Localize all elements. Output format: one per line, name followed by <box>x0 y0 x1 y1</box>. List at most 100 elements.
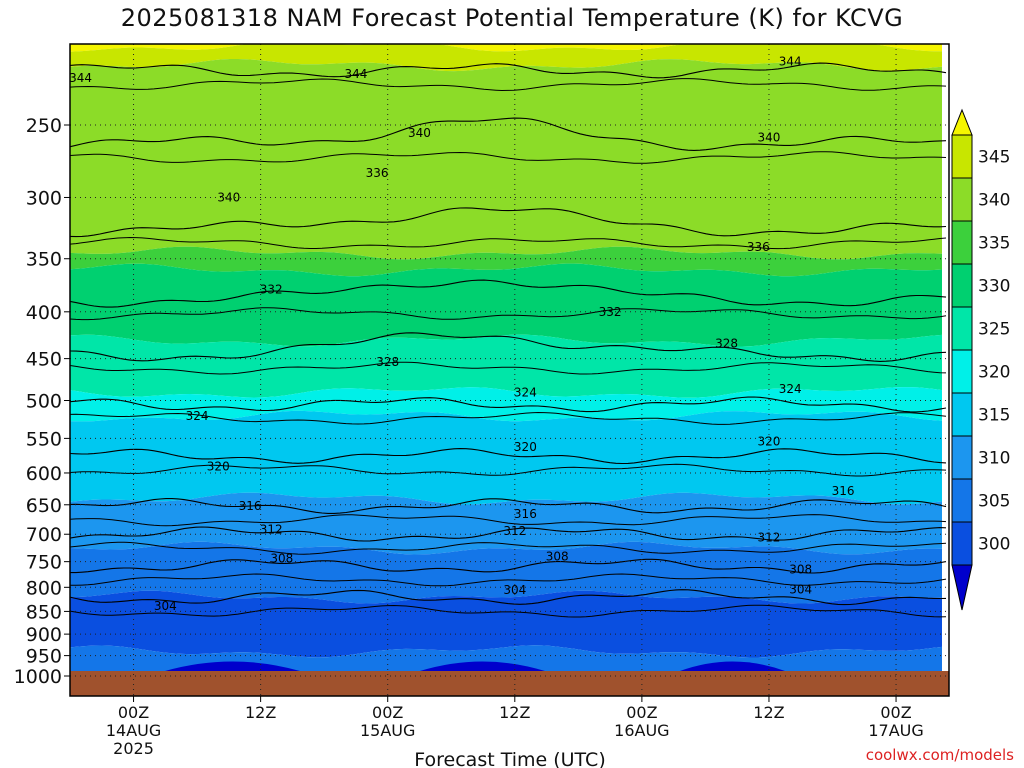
contour-label: 316 <box>832 484 855 498</box>
y-tick-label: 850 <box>26 601 62 623</box>
x-tick-date: 16AUG <box>614 721 669 740</box>
contour-label: 340 <box>758 131 781 145</box>
x-tick-label: 12Z <box>753 703 784 722</box>
shaded-band <box>70 44 942 52</box>
contour-label: 344 <box>779 54 802 68</box>
contour-labels: 344 344 344 340 340 340 336 336 332 332 328 328 324 3… <box>69 54 854 612</box>
colorbar-box <box>951 349 973 394</box>
y-tick-label: 650 <box>26 495 62 517</box>
contour-minor <box>70 604 947 618</box>
y-tick-label: 750 <box>26 552 62 574</box>
contour-minor <box>70 236 947 250</box>
watermark: coolwx.com/models <box>866 746 1014 764</box>
contour-label: 332 <box>260 282 283 296</box>
contour-label: 320 <box>514 440 537 454</box>
colorbar-label: 305 <box>978 492 1010 512</box>
contour-label: 304 <box>789 582 812 596</box>
colorbar-box <box>951 134 973 179</box>
x-tick-date: 17AUG <box>868 721 923 740</box>
y-tick-label: 300 <box>26 187 62 209</box>
contour-minor <box>70 361 947 375</box>
contour-label: 332 <box>599 305 622 319</box>
colorbar-box <box>951 220 973 265</box>
contour-label: 328 <box>715 336 738 350</box>
contour-label: 324 <box>779 382 802 396</box>
y-tick-label: 550 <box>26 428 62 450</box>
colorbar-label: 320 <box>978 363 1010 383</box>
contour-minor <box>70 541 947 555</box>
contour-label: 312 <box>503 524 526 538</box>
x-tick-label: 00Z <box>880 703 911 722</box>
x-tick-date: 15AUG <box>360 721 415 740</box>
colorbar-box <box>951 478 973 523</box>
colorbar-box <box>951 435 973 480</box>
contour-316 <box>70 498 947 514</box>
shaded-bands <box>70 44 942 696</box>
x-axis-title: Forecast Time (UTC) <box>414 749 605 768</box>
x-tick-label: 12Z <box>499 703 530 722</box>
colorbar-label: 300 <box>978 535 1010 555</box>
colorbar-box <box>951 306 973 351</box>
contour-328 <box>70 332 947 362</box>
colorbar-box <box>951 177 973 222</box>
chart-title: 2025081318 NAM Forecast Potential Temper… <box>120 4 904 32</box>
x-tick-label: 00Z <box>118 703 149 722</box>
contour-minor <box>70 514 947 527</box>
contour-312 <box>70 526 947 542</box>
shaded-band <box>70 59 942 260</box>
shaded-band <box>70 44 942 72</box>
colorbar-label: 315 <box>978 406 1010 426</box>
contour-label: 308 <box>270 551 293 565</box>
contour-308 <box>70 558 947 574</box>
cold-pocket <box>680 661 785 671</box>
colorbar-legend: 345 340 335 330 325 320 315 310 305 300 <box>951 108 1010 611</box>
y-tick-label: 250 <box>26 115 62 137</box>
contour-minor <box>70 573 947 587</box>
contour-label: 312 <box>260 523 283 537</box>
plot-frame <box>69 43 950 697</box>
contour-label: 324 <box>514 385 537 399</box>
colorbar-box <box>951 521 973 566</box>
x-tick-label: 00Z <box>372 703 403 722</box>
x-tick-label: 12Z <box>245 703 276 722</box>
contour-lines <box>70 62 947 618</box>
contour-label: 344 <box>344 67 367 81</box>
colorbar-box <box>951 392 973 437</box>
x-tick-date: 14AUG <box>106 721 161 740</box>
contour-label: 308 <box>546 549 569 563</box>
contour-minor <box>70 78 947 92</box>
colorbar-top-arrow <box>951 108 973 136</box>
contour-label: 336 <box>747 240 770 254</box>
y-tick-label: 800 <box>26 577 62 599</box>
colorbar-label: 345 <box>978 148 1010 168</box>
contour-label: 320 <box>758 434 781 448</box>
colorbar-label: 340 <box>978 191 1010 211</box>
contour-336 <box>70 207 947 238</box>
contour-minor <box>70 463 947 477</box>
contour-label: 316 <box>239 499 262 513</box>
contour-label: 316 <box>514 507 537 521</box>
y-tick-label: 950 <box>26 646 62 668</box>
contour-label: 324 <box>186 409 209 423</box>
y-tick-label: 600 <box>26 463 62 485</box>
contour-label: 312 <box>758 531 781 545</box>
y-tick-label: 500 <box>26 391 62 413</box>
shaded-band <box>70 541 942 604</box>
x-tick-year: 2025 <box>113 739 154 758</box>
contour-minor <box>70 307 947 321</box>
contour-label: 344 <box>69 71 92 85</box>
y-tick-label: 1000 <box>14 666 62 688</box>
shaded-band <box>70 263 942 347</box>
y-tick-label: 900 <box>26 624 62 646</box>
contour-minor <box>70 151 947 164</box>
y-tick-label: 400 <box>26 302 62 324</box>
contour-minor <box>70 411 947 425</box>
shaded-band <box>70 334 942 398</box>
grid-lines <box>70 44 949 696</box>
contour-label: 340 <box>408 126 431 140</box>
contour-324 <box>70 396 947 413</box>
colorbar-label: 335 <box>978 234 1010 254</box>
x-tick-label: 00Z <box>626 703 657 722</box>
